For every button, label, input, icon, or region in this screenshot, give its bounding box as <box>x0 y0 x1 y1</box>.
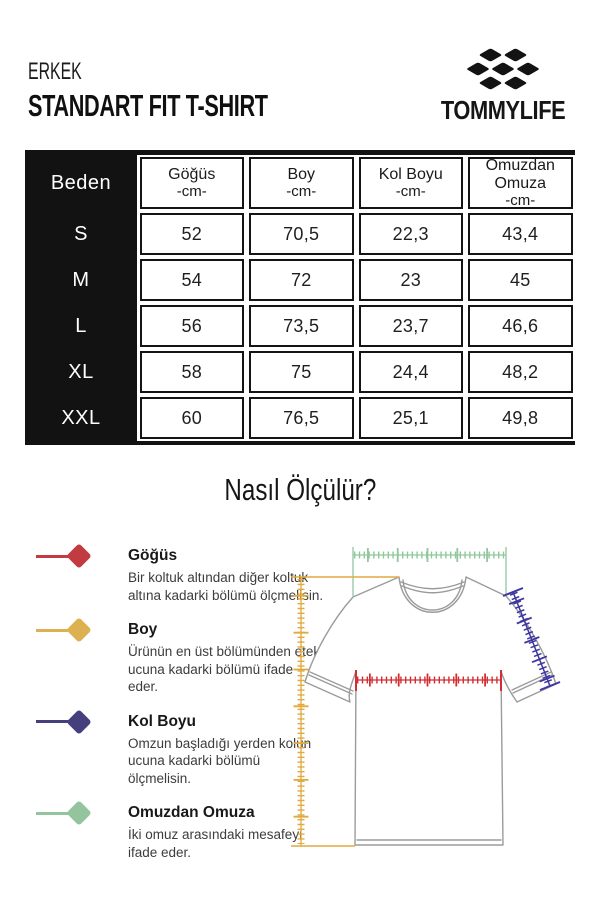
table-cell: 24,4 <box>358 351 463 393</box>
table-cell: 58 <box>139 351 244 393</box>
sleeve-ruler <box>502 587 561 691</box>
size-row-label: XL <box>68 360 94 383</box>
tshirt-measure-diagram <box>291 547 561 847</box>
measure-guide-title: Nasıl Ölçülür? <box>224 472 376 507</box>
table-cell: 23 <box>358 259 463 301</box>
table-cell: 52 <box>139 213 244 255</box>
table-cell: 70,5 <box>249 213 354 255</box>
legend-item-gogus: Göğüs Bir koltuk altından diğer koltuk a… <box>36 543 323 604</box>
table-cell: 60 <box>139 397 244 439</box>
table-cell: 73,5 <box>249 305 354 347</box>
table-cell: 72 <box>249 259 354 301</box>
legend-line <box>36 811 78 815</box>
table-cell: 25,1 <box>358 397 463 439</box>
length-ruler <box>291 576 399 847</box>
legend-line <box>36 554 78 558</box>
diamond-icon <box>66 709 92 735</box>
legend-label: Boy <box>128 621 158 639</box>
table-cell: 45 <box>468 259 573 301</box>
table-cell: 22,3 <box>358 213 463 255</box>
legend-item-omuzdan-omuza: Omuzdan Omuza İki omuz arasındaki mesafe… <box>36 800 302 861</box>
header-left: ERKEK STANDART FIT T-SHIRT <box>28 58 370 124</box>
legend-label: Göğüs <box>128 547 178 564</box>
legend-marker <box>36 800 128 827</box>
legend-marker <box>36 617 128 643</box>
column-header-gogus: Göğüs -cm- <box>139 157 244 209</box>
legend-description: Omzun başladığı yerden kolun ucuna kadar… <box>128 735 312 786</box>
legend-marker <box>36 543 128 569</box>
table-top-bar <box>25 150 575 155</box>
brand-name: TOMMYLIFE <box>440 95 566 125</box>
table-bottom-bar <box>25 441 575 445</box>
brand-block: TOMMYLIFE <box>428 45 578 126</box>
table-cell: 48,2 <box>468 351 573 393</box>
table-cell: 54 <box>139 259 244 301</box>
legend-description: Bir koltuk altından diğer koltuk altına … <box>128 570 324 603</box>
page-title: STANDART FIT T-SHIRT <box>28 88 268 123</box>
table-cell: 49,8 <box>468 397 573 439</box>
size-row-label: S <box>74 222 88 245</box>
size-row-label: L <box>75 314 87 337</box>
diamond-icon <box>66 617 92 643</box>
column-header-boy: Boy -cm- <box>249 157 354 209</box>
legend-marker <box>36 709 128 735</box>
diamond-icon <box>66 543 92 569</box>
legend-label: Kol Boyu <box>128 712 197 730</box>
table-cell: 75 <box>249 351 354 393</box>
table-cell: 56 <box>139 305 244 347</box>
legend-description: İki omuz arasındaki mesafeyi ifade eder. <box>128 827 303 860</box>
column-header-omuzdan-omuza: Omuzdan Omuza -cm- <box>468 157 573 209</box>
legend-line <box>36 720 78 724</box>
legend-label: Omuzdan Omuza <box>128 804 255 822</box>
legend-item-kol-boyu: Kol Boyu Omzun başladığı yerden kolun uc… <box>36 709 311 788</box>
tommylife-logo-icon <box>467 48 539 90</box>
table-data-grid: Göğüs -cm- Boy -cm- Kol Boyu -cm- Omuzda… <box>137 155 575 441</box>
legend-line <box>36 628 78 632</box>
chest-ruler <box>355 670 502 691</box>
table-cell: 43,4 <box>468 213 573 255</box>
shoulder-ruler <box>352 547 507 596</box>
diamond-icon <box>66 800 92 827</box>
measure-legend: Göğüs Bir koltuk altından diğer koltuk a… <box>36 543 323 861</box>
table-cell: 46,6 <box>468 305 573 347</box>
tshirt-outline <box>304 576 557 846</box>
table-cell: 23,7 <box>358 305 463 347</box>
column-header-kol-boyu: Kol Boyu -cm- <box>358 157 463 209</box>
size-row-label: M <box>72 268 90 291</box>
table-corner-label: Beden <box>50 171 112 194</box>
size-row-label: XXL <box>61 406 101 429</box>
size-table: Beden S M L XL XXL Göğüs -cm- Boy -cm- K… <box>25 150 575 445</box>
legend-description: Ürünün en üst bölümünden etek ucuna kada… <box>128 644 321 695</box>
size-column: Beden S M L XL XXL <box>25 155 137 441</box>
table-cell: 76,5 <box>249 397 354 439</box>
legend-item-boy: Boy Ürünün en üst bölümünden etek ucuna … <box>36 617 320 696</box>
category-label: ERKEK <box>28 58 82 85</box>
